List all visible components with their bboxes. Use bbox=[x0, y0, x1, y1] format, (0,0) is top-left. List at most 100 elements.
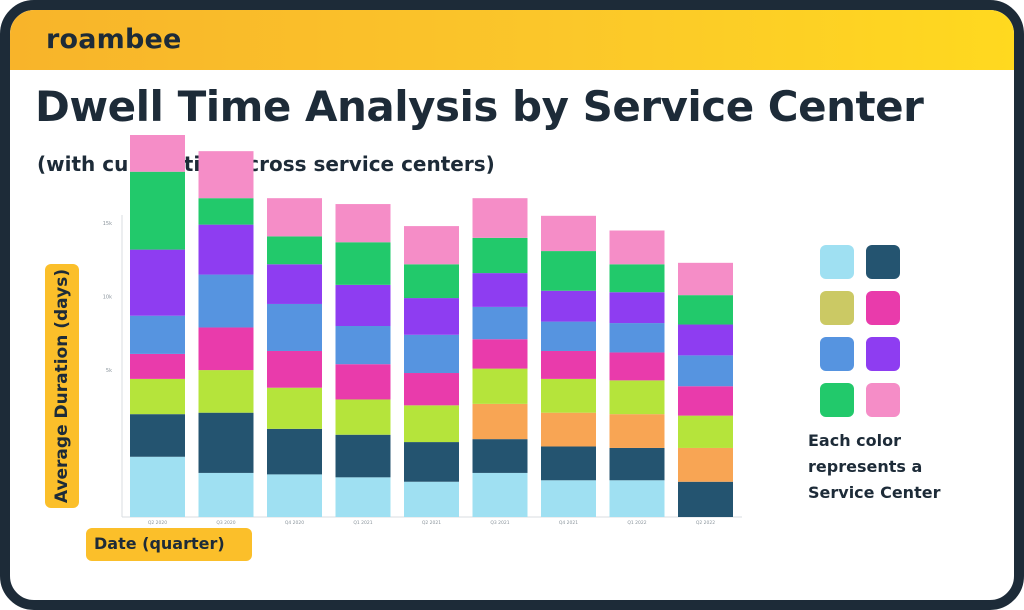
bar-segment bbox=[609, 323, 665, 353]
x-axis-label-box bbox=[86, 528, 252, 561]
bar-segment bbox=[609, 292, 665, 324]
bar-segment bbox=[541, 350, 596, 379]
bar-segment bbox=[472, 273, 528, 307]
bar-segment bbox=[678, 481, 733, 517]
bar-segment bbox=[335, 399, 391, 435]
bar-segment bbox=[198, 327, 254, 371]
legend-swatch bbox=[866, 291, 900, 325]
roambee-logo: roambee bbox=[46, 24, 182, 55]
bar-segment bbox=[541, 480, 596, 517]
bar-segment bbox=[678, 324, 733, 356]
bar-segment bbox=[335, 434, 391, 478]
legend-swatch bbox=[820, 383, 854, 417]
x-tick-label: Q1 2021 bbox=[353, 520, 372, 526]
x-tick-label: Q4 2020 bbox=[285, 520, 304, 526]
bar-segment bbox=[198, 412, 254, 473]
bar-segment bbox=[472, 439, 528, 473]
bar-segment bbox=[404, 334, 459, 374]
bar-segment bbox=[267, 198, 322, 237]
bar-segment bbox=[609, 414, 665, 448]
bar-segment bbox=[267, 387, 322, 429]
legend-swatch bbox=[866, 337, 900, 371]
bar-segment bbox=[472, 368, 528, 404]
bar-segment bbox=[335, 242, 391, 285]
bar-segment bbox=[404, 298, 459, 335]
bar-segment bbox=[267, 350, 322, 388]
legend-swatch bbox=[820, 337, 854, 371]
bar-segment bbox=[267, 236, 322, 265]
bar-segment bbox=[678, 415, 733, 448]
bar-segment bbox=[130, 315, 185, 354]
bar-segment bbox=[130, 249, 185, 316]
bar-segment bbox=[198, 370, 254, 413]
bar-segment bbox=[198, 198, 254, 225]
page-subtitle: (with cumulative across service centers) bbox=[37, 152, 495, 176]
bar-segment bbox=[678, 295, 733, 325]
bar-segment bbox=[541, 215, 596, 252]
x-tick-label: Q2 2022 bbox=[696, 520, 715, 526]
legend-swatch bbox=[866, 245, 900, 279]
bar-segment bbox=[472, 403, 528, 440]
bar-segment bbox=[609, 352, 665, 381]
bar-segment bbox=[130, 414, 185, 457]
bar-segment bbox=[198, 224, 254, 275]
legend-swatch bbox=[820, 245, 854, 279]
bar-segment bbox=[198, 151, 254, 199]
bar-segment bbox=[335, 204, 391, 243]
bar-segment bbox=[404, 226, 459, 265]
x-tick-label: Q2 2020 bbox=[148, 520, 167, 526]
bar-segment bbox=[609, 447, 665, 481]
bar-segment bbox=[267, 264, 322, 304]
bar-segment bbox=[541, 251, 596, 291]
bar-segment bbox=[130, 378, 185, 415]
bar-segment bbox=[404, 405, 459, 443]
bar-segment bbox=[130, 353, 185, 379]
bar-segment bbox=[335, 477, 391, 517]
x-tick-label: Q3 2021 bbox=[490, 520, 509, 526]
bar-segment bbox=[267, 474, 322, 517]
y-tick-label: 10k bbox=[103, 295, 112, 301]
bar-segment bbox=[404, 442, 459, 482]
bar-segment bbox=[472, 198, 528, 238]
bar-segment bbox=[130, 456, 185, 517]
bar-segment bbox=[541, 321, 596, 351]
bar-segment bbox=[541, 378, 596, 413]
bar-segment bbox=[609, 264, 665, 293]
bar-segment bbox=[335, 364, 391, 400]
legend-note: Each color represents a Service Center bbox=[808, 431, 941, 502]
x-tick-label: Q1 2022 bbox=[627, 520, 646, 526]
bar-segment bbox=[267, 428, 322, 475]
y-tick-label: 15k bbox=[103, 221, 112, 227]
legend-swatch bbox=[820, 291, 854, 325]
bar-segment bbox=[678, 386, 733, 416]
bar-segment bbox=[335, 326, 391, 365]
page-title: Dwell Time Analysis by Service Center bbox=[35, 82, 924, 131]
bar-segment bbox=[678, 355, 733, 387]
bar-segment bbox=[130, 171, 185, 250]
x-tick-label: Q4 2021 bbox=[559, 520, 578, 526]
bar-segment bbox=[404, 481, 459, 517]
y-axis-label-box bbox=[45, 264, 79, 508]
bar-segment bbox=[198, 274, 254, 328]
y-tick-label: 5k bbox=[106, 368, 112, 374]
bar-segment bbox=[404, 264, 459, 299]
bar-segment bbox=[335, 284, 391, 326]
bar-segment bbox=[678, 262, 733, 296]
bar-segment bbox=[472, 306, 528, 340]
bar-segment bbox=[609, 380, 665, 415]
bar-segment bbox=[267, 303, 322, 351]
bar-segment bbox=[678, 447, 733, 482]
header-band: roambee bbox=[10, 10, 1014, 70]
bar-segment bbox=[198, 472, 254, 517]
bar-segment bbox=[541, 412, 596, 447]
x-tick-label: Q3 2020 bbox=[216, 520, 235, 526]
x-tick-label: Q2 2021 bbox=[422, 520, 441, 526]
bar-segment bbox=[541, 290, 596, 322]
bar-segment bbox=[404, 373, 459, 406]
bar-segment bbox=[472, 472, 528, 517]
bar-segment bbox=[609, 480, 665, 517]
bar-segment bbox=[541, 446, 596, 481]
bar-segment bbox=[472, 339, 528, 369]
legend-swatch bbox=[866, 383, 900, 417]
